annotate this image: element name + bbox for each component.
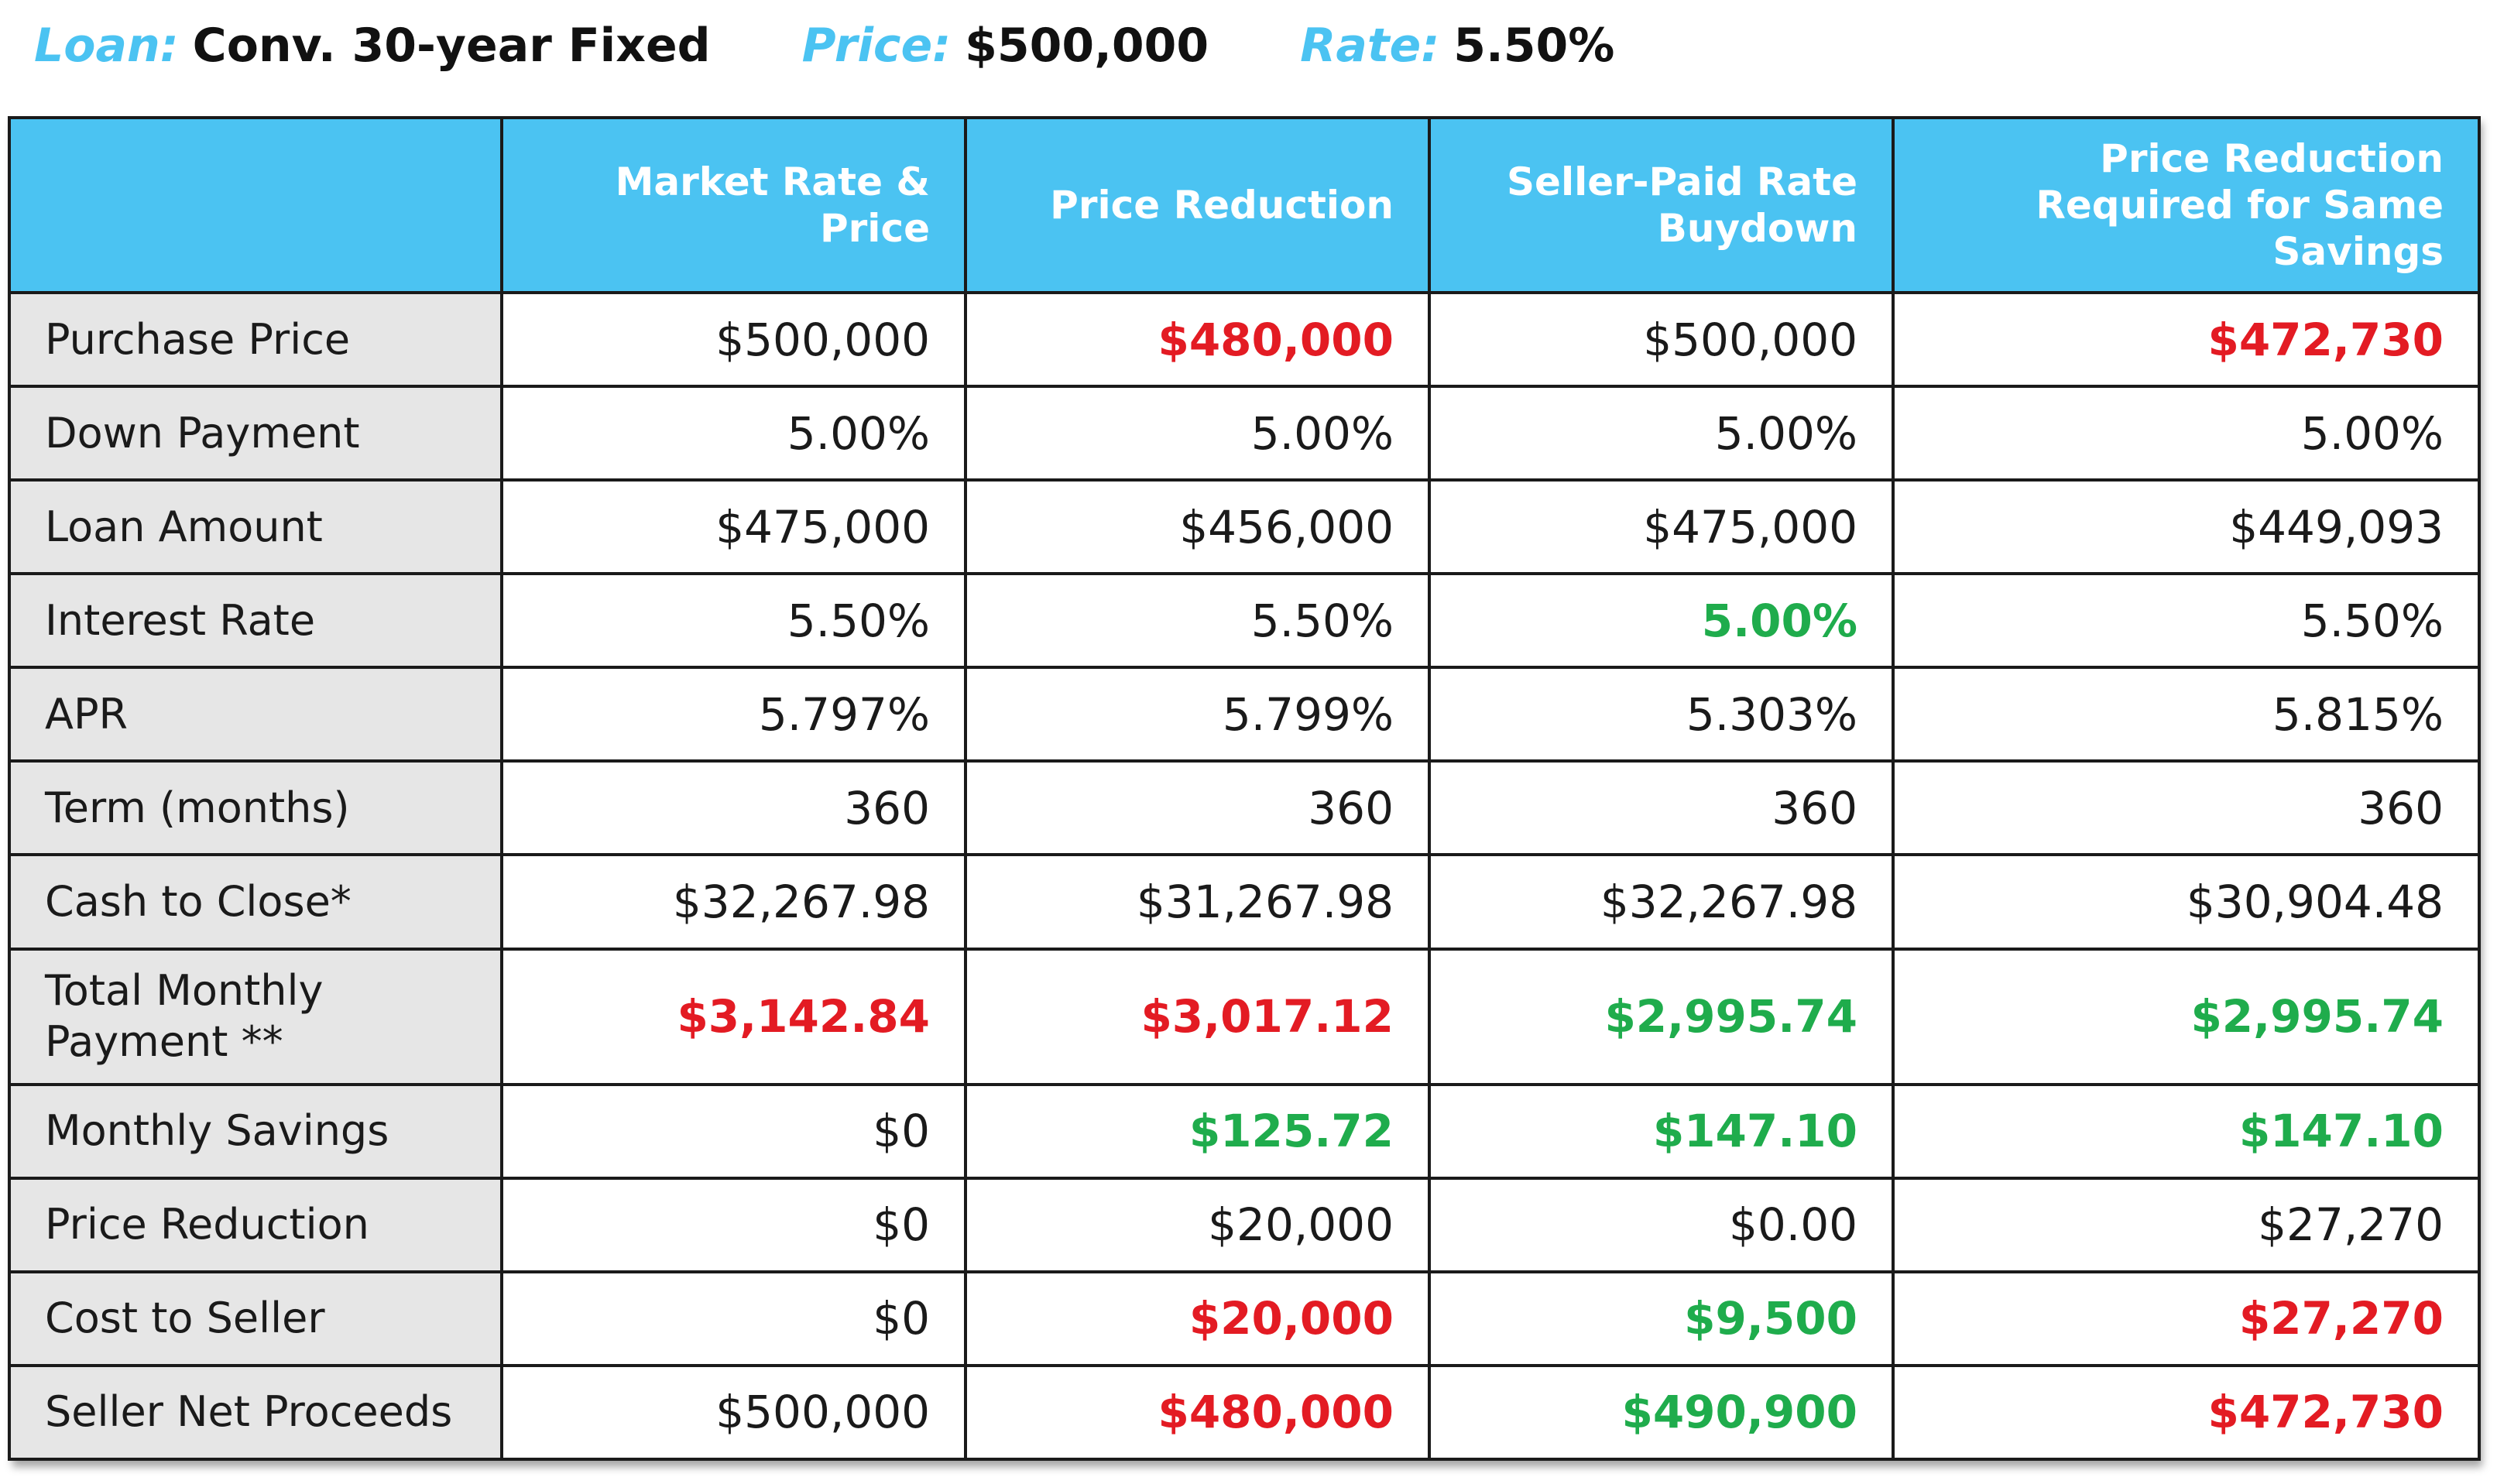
- cell-required-reduction: $472,730: [1892, 290, 2481, 389]
- cell-seller-buydown: 5.00%: [1428, 385, 1895, 482]
- cell-seller-buydown: 5.303%: [1428, 666, 1895, 763]
- table-row-apr: APR 5.797% 5.799% 5.303% 5.815%: [8, 666, 2481, 763]
- table-row-purchase-price: Purchase Price $500,000 $480,000 $500,000 $4…: [8, 290, 2481, 389]
- row-label: Purchase Price: [8, 290, 503, 389]
- table-row-term-months: Term (months) 360 360 360 360: [8, 759, 2481, 857]
- table-row-interest-rate: Interest Rate 5.50% 5.50% 5.00% 5.50%: [8, 572, 2481, 670]
- row-label: Total Monthly Payment **: [8, 947, 503, 1086]
- column-header-required-reduction: Price Reduction Required for Same Saving…: [1892, 116, 2481, 294]
- cell-seller-buydown: $2,995.74: [1428, 947, 1895, 1086]
- cell-market-rate: 5.00%: [500, 385, 967, 482]
- comparison-table-container: Market Rate & Price Price Reduction Sell…: [8, 116, 2481, 1462]
- table-row-seller-net-proceeds: Seller Net Proceeds $500,000 $480,000 $490,…: [8, 1363, 2481, 1462]
- cell-required-reduction: $27,270: [1892, 1270, 2481, 1367]
- cell-seller-buydown: $32,267.98: [1428, 853, 1895, 951]
- cell-required-reduction: $27,270: [1892, 1176, 2481, 1273]
- loan-label: Loan:: [34, 19, 179, 73]
- cell-market-rate: $3,142.84: [500, 947, 967, 1086]
- price-label: Price:: [801, 19, 952, 73]
- cell-price-reduction: $480,000: [964, 290, 1431, 389]
- cell-seller-buydown: $0.00: [1428, 1176, 1895, 1273]
- table-row-total-monthly-payment: Total Monthly Payment ** $3,142.84 $3,017.…: [8, 947, 2481, 1086]
- column-header-market-rate: Market Rate & Price: [500, 116, 967, 294]
- cell-market-rate: 360: [500, 759, 967, 857]
- cell-market-rate: $500,000: [500, 1363, 967, 1462]
- price-value: $500,000: [965, 19, 1209, 73]
- cell-price-reduction: $456,000: [964, 478, 1431, 576]
- cell-required-reduction: $30,904.48: [1892, 853, 2481, 951]
- cell-price-reduction: 5.00%: [964, 385, 1431, 482]
- cell-seller-buydown: 360: [1428, 759, 1895, 857]
- cell-seller-buydown: $147.10: [1428, 1082, 1895, 1180]
- price-summary: Price: $500,000: [802, 19, 1209, 73]
- cell-market-rate: $475,000: [500, 478, 967, 576]
- cell-required-reduction: 5.815%: [1892, 666, 2481, 763]
- table-row-price-reduction: Price Reduction $0 $20,000 $0.00 $27,270: [8, 1176, 2481, 1273]
- cell-price-reduction: 360: [964, 759, 1431, 857]
- cell-price-reduction: $125.72: [964, 1082, 1431, 1180]
- rate-label: Rate:: [1300, 19, 1440, 73]
- table-body: Purchase Price $500,000 $480,000 $500,000 $4…: [8, 290, 2481, 1462]
- cell-price-reduction: $20,000: [964, 1176, 1431, 1273]
- row-label: Loan Amount: [8, 478, 503, 576]
- row-label: Cost to Seller: [8, 1270, 503, 1367]
- cell-market-rate: $0: [500, 1082, 967, 1180]
- cell-seller-buydown: 5.00%: [1428, 572, 1895, 670]
- cell-market-rate: $500,000: [500, 290, 967, 389]
- cell-price-reduction: 5.799%: [964, 666, 1431, 763]
- rate-summary: Rate: 5.50%: [1300, 19, 1614, 73]
- cell-market-rate: $0: [500, 1176, 967, 1273]
- row-label: Price Reduction: [8, 1176, 503, 1273]
- row-label: Cash to Close*: [8, 853, 503, 951]
- cell-market-rate: 5.797%: [500, 666, 967, 763]
- cell-required-reduction: 360: [1892, 759, 2481, 857]
- cell-market-rate: 5.50%: [500, 572, 967, 670]
- cell-price-reduction: $20,000: [964, 1270, 1431, 1367]
- row-label: APR: [8, 666, 503, 763]
- column-header-price-reduction: Price Reduction: [964, 116, 1431, 294]
- cell-seller-buydown: $9,500: [1428, 1270, 1895, 1367]
- cell-seller-buydown: $490,900: [1428, 1363, 1895, 1462]
- rate-value: 5.50%: [1453, 19, 1615, 73]
- cell-required-reduction: $472,730: [1892, 1363, 2481, 1462]
- column-header-seller-buydown: Seller-Paid Rate Buydown: [1428, 116, 1895, 294]
- row-label: Term (months): [8, 759, 503, 857]
- row-label: Down Payment: [8, 385, 503, 482]
- cell-price-reduction: $3,017.12: [964, 947, 1431, 1086]
- column-header-blank: [8, 116, 503, 294]
- cell-price-reduction: 5.50%: [964, 572, 1431, 670]
- table-header-row: Market Rate & Price Price Reduction Sell…: [8, 116, 2481, 294]
- cell-seller-buydown: $500,000: [1428, 290, 1895, 389]
- table-row-down-payment: Down Payment 5.00% 5.00% 5.00% 5.00%: [8, 385, 2481, 482]
- loan-summary: Loan: Conv. 30-year Fixed: [34, 19, 711, 73]
- loan-value: Conv. 30-year Fixed: [192, 19, 711, 73]
- table-row-cash-to-close: Cash to Close* $32,267.98 $31,267.98 $32,26…: [8, 853, 2481, 951]
- cell-required-reduction: 5.50%: [1892, 572, 2481, 670]
- cell-market-rate: $0: [500, 1270, 967, 1367]
- loan-comparison-table: Market Rate & Price Price Reduction Sell…: [8, 116, 2481, 1462]
- cell-required-reduction: 5.00%: [1892, 385, 2481, 482]
- loan-summary-bar: Loan: Conv. 30-year Fixed Price: $500,00…: [34, 11, 1706, 81]
- cell-required-reduction: $147.10: [1892, 1082, 2481, 1180]
- row-label: Monthly Savings: [8, 1082, 503, 1180]
- cell-market-rate: $32,267.98: [500, 853, 967, 951]
- cell-required-reduction: $2,995.74: [1892, 947, 2481, 1086]
- table-row-cost-to-seller: Cost to Seller $0 $20,000 $9,500 $27,270: [8, 1270, 2481, 1367]
- cell-required-reduction: $449,093: [1892, 478, 2481, 576]
- cell-price-reduction: $480,000: [964, 1363, 1431, 1462]
- table-row-loan-amount: Loan Amount $475,000 $456,000 $475,000 $449,…: [8, 478, 2481, 576]
- row-label: Seller Net Proceeds: [8, 1363, 503, 1462]
- row-label: Interest Rate: [8, 572, 503, 670]
- cell-seller-buydown: $475,000: [1428, 478, 1895, 576]
- table-row-monthly-savings: Monthly Savings $0 $125.72 $147.10 $147.10: [8, 1082, 2481, 1180]
- cell-price-reduction: $31,267.98: [964, 853, 1431, 951]
